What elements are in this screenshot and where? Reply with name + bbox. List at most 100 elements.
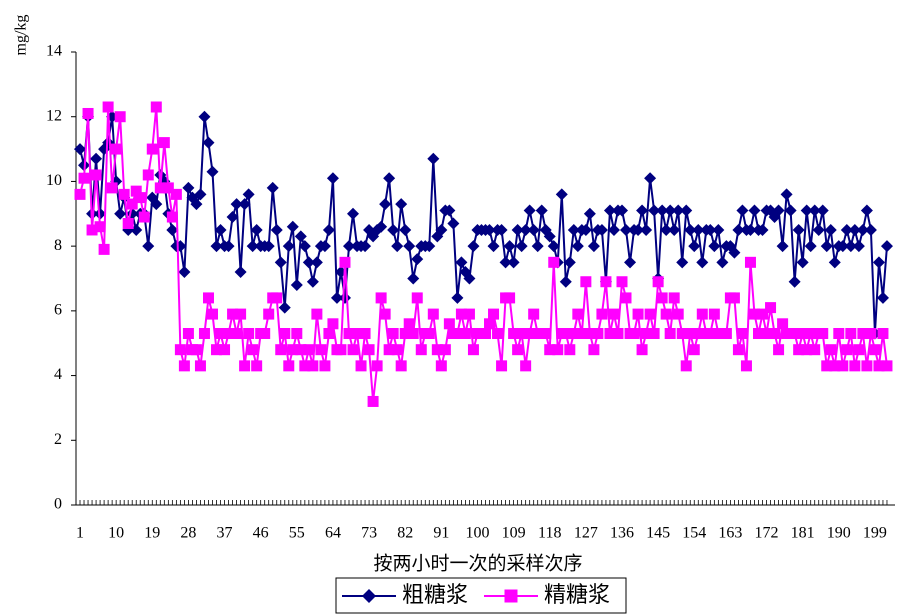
data-point [427, 308, 439, 320]
data-point [535, 204, 548, 217]
data-point [166, 211, 178, 223]
data-point [520, 360, 532, 372]
data-point [463, 272, 476, 285]
data-point [242, 188, 255, 201]
data-point [407, 272, 420, 285]
data-point [688, 240, 701, 253]
data-point [202, 136, 215, 149]
data-point [286, 220, 299, 233]
data-point [833, 328, 845, 340]
data-point [499, 256, 512, 269]
data-point [548, 256, 560, 268]
data-point [769, 328, 781, 340]
data-point [792, 223, 805, 236]
data-point [563, 256, 576, 269]
data-point [648, 204, 661, 217]
data-point [592, 328, 604, 340]
data-point [226, 211, 239, 224]
data-point [435, 223, 448, 236]
data-point [881, 360, 893, 372]
data-point [880, 240, 893, 253]
x-tick-label: 46 [253, 525, 269, 542]
data-point [407, 328, 419, 340]
data-point [282, 240, 295, 253]
data-point [487, 240, 500, 253]
data-point [355, 360, 367, 372]
data-point [583, 207, 596, 220]
y-tick-label: 8 [54, 237, 62, 254]
data-point [644, 308, 656, 320]
data-point [720, 328, 732, 340]
data-point [547, 240, 560, 253]
data-point [852, 240, 865, 253]
data-point [696, 256, 709, 269]
data-point [302, 256, 315, 269]
data-point [291, 328, 303, 340]
data-point [371, 360, 383, 372]
data-point [102, 101, 114, 113]
data-point [849, 360, 861, 372]
data-point [90, 169, 102, 181]
data-point [207, 308, 218, 320]
legend-marker [362, 589, 376, 603]
data-point [74, 143, 87, 156]
data-point [620, 223, 633, 236]
data-point [303, 344, 315, 356]
data-point [824, 223, 837, 236]
data-point [110, 143, 122, 155]
data-point [860, 204, 873, 217]
data-point [828, 256, 841, 269]
data-point [247, 344, 259, 356]
data-point [294, 230, 307, 243]
data-point [648, 328, 660, 340]
data-point [587, 240, 600, 253]
data-point [182, 328, 194, 340]
data-point [716, 256, 729, 269]
x-tick-label: 118 [538, 525, 561, 542]
data-point [567, 223, 580, 236]
data-point [772, 204, 785, 217]
y-tick-label: 0 [54, 496, 62, 513]
data-point [876, 291, 889, 304]
data-point [403, 318, 415, 330]
data-point [94, 221, 106, 233]
data-point [306, 275, 319, 288]
data-point [596, 308, 608, 320]
data-point [74, 188, 86, 200]
data-point [616, 276, 628, 288]
data-point [555, 188, 568, 201]
data-point [732, 344, 744, 356]
data-point [817, 328, 829, 340]
data-point [399, 223, 412, 236]
data-point [459, 328, 471, 340]
data-point [443, 204, 456, 217]
data-point [283, 360, 295, 372]
data-point [865, 328, 877, 340]
data-point [523, 204, 536, 217]
data-point [311, 308, 323, 320]
data-point [319, 360, 331, 372]
data-point [600, 276, 612, 288]
data-point [656, 204, 669, 217]
x-tick-label: 28 [180, 525, 196, 542]
data-point [142, 240, 155, 253]
data-point [114, 207, 127, 220]
y-axis-label: mg/kg [13, 15, 30, 56]
data-point [219, 344, 231, 356]
data-point [712, 223, 725, 236]
data-point [335, 344, 347, 356]
data-point [347, 207, 360, 220]
data-point [326, 172, 339, 185]
y-tick-label: 12 [46, 107, 62, 124]
data-point [114, 111, 126, 123]
data-point [841, 344, 853, 356]
data-point [528, 308, 540, 320]
data-point [640, 223, 653, 236]
data-point [744, 256, 756, 268]
data-point [512, 344, 524, 356]
data-point [262, 240, 275, 253]
data-point [379, 198, 392, 211]
data-point [676, 256, 689, 269]
data-point [239, 360, 251, 372]
data-point [222, 240, 235, 253]
